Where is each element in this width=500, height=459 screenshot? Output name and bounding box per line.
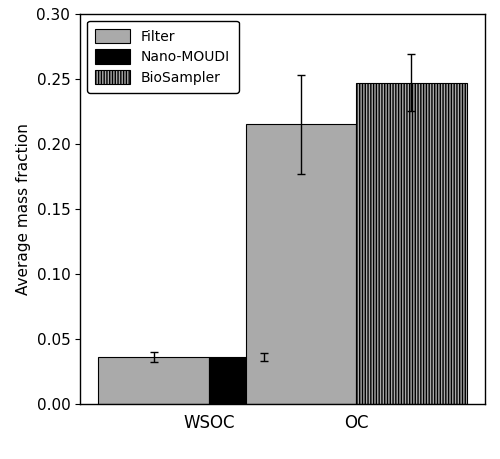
Bar [98,357,209,404]
Bar [209,357,320,404]
Bar [246,124,356,404]
Bar [356,83,467,404]
Y-axis label: Average mass fraction: Average mass fraction [16,123,31,295]
Legend: Filter, Nano-MOUDI, BioSampler: Filter, Nano-MOUDI, BioSampler [87,21,238,93]
